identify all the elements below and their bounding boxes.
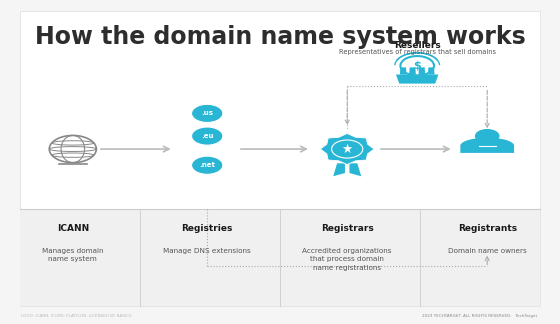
Polygon shape [333, 163, 345, 176]
Text: Registrars: Registrars [321, 224, 374, 233]
Polygon shape [428, 67, 435, 75]
Circle shape [192, 104, 223, 122]
Circle shape [192, 156, 223, 174]
Polygon shape [409, 67, 416, 75]
Text: ★: ★ [342, 143, 353, 156]
FancyBboxPatch shape [20, 209, 540, 306]
Text: Domain name owners: Domain name owners [448, 248, 526, 254]
Polygon shape [349, 163, 361, 176]
Polygon shape [400, 67, 407, 75]
Text: Registries: Registries [181, 224, 233, 233]
Polygon shape [396, 75, 438, 84]
Polygon shape [320, 133, 374, 165]
Text: .eu: .eu [201, 133, 213, 139]
Text: Resellers: Resellers [394, 41, 441, 50]
Circle shape [192, 127, 223, 145]
Polygon shape [418, 67, 425, 75]
Text: 2023 TECHTARGET. ALL RIGHTS RESERVED.   TechTarget: 2023 TECHTARGET. ALL RIGHTS RESERVED. Te… [422, 314, 538, 318]
Text: $: $ [413, 61, 421, 71]
Circle shape [48, 135, 97, 163]
Text: LOGO: ICANN, ICONS: FLATICON, LICENSED BY BASICS: LOGO: ICANN, ICONS: FLATICON, LICENSED B… [21, 314, 132, 318]
Text: Manage DNS extensions: Manage DNS extensions [164, 248, 251, 254]
Text: Accredited organizations
that process domain
name registrations: Accredited organizations that process do… [302, 248, 392, 271]
Text: Manages domain
name system: Manages domain name system [42, 248, 104, 262]
Circle shape [475, 129, 500, 143]
Text: .net: .net [199, 162, 215, 168]
Text: ICANN: ICANN [57, 224, 89, 233]
Text: How the domain name system works: How the domain name system works [35, 25, 525, 49]
Text: Representatives of registrars that sell domains: Representatives of registrars that sell … [339, 49, 496, 55]
FancyBboxPatch shape [20, 11, 540, 306]
Text: Registrants: Registrants [458, 224, 517, 233]
Text: .us: .us [201, 110, 213, 116]
